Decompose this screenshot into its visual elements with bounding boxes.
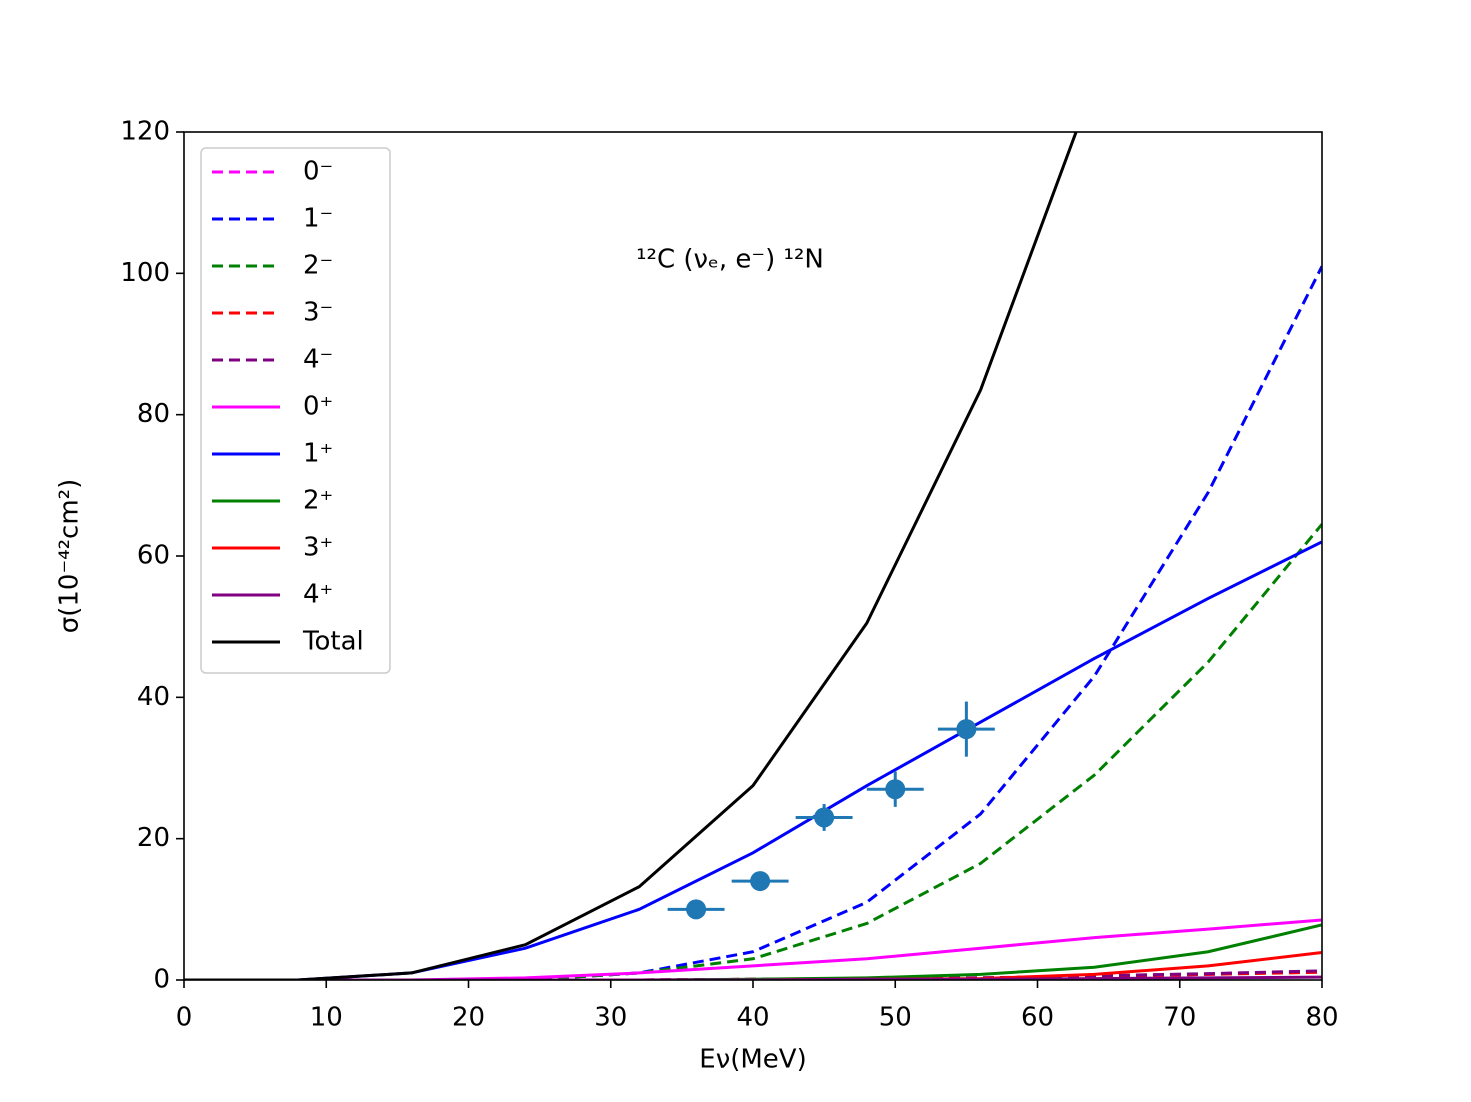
x-tick-label: 40 — [736, 1003, 769, 1033]
legend-label: 4⁻ — [303, 345, 333, 375]
series-line — [184, 132, 1078, 980]
legend-label: 3⁻ — [303, 298, 333, 328]
x-axis-label: Eν(MeV) — [699, 1045, 806, 1075]
data-point — [814, 807, 835, 828]
legend-label: 3⁺ — [303, 533, 333, 563]
legend — [200, 147, 391, 674]
plot-frame — [183, 131, 1323, 981]
x-tick-label: 70 — [1163, 1003, 1196, 1033]
x-tick-label: 80 — [1305, 1003, 1338, 1033]
x-tick-label: 10 — [310, 1003, 343, 1033]
series-line — [184, 265, 1322, 980]
legend-label: 4⁺ — [303, 580, 333, 610]
x-tick-label: 0 — [176, 1003, 193, 1033]
y-tick-label: 80 — [137, 399, 170, 429]
series-line — [184, 950, 1322, 980]
data-point — [956, 719, 977, 740]
data-point — [750, 871, 771, 892]
y-tick-label: 120 — [120, 117, 170, 147]
series-line — [184, 523, 1322, 980]
x-tick-label: 60 — [1021, 1003, 1054, 1033]
series-line — [184, 975, 1322, 980]
legend-label: Total — [302, 627, 364, 657]
legend-label: 1⁺ — [303, 439, 333, 469]
x-tick-label: 30 — [594, 1003, 627, 1033]
y-tick-label: 0 — [153, 965, 170, 995]
plot-area — [184, 132, 1322, 980]
series-line — [184, 918, 1322, 980]
y-tick-label: 100 — [120, 258, 170, 288]
legend-label: 2⁺ — [303, 486, 333, 516]
annotation: ¹²C (νₑ, e⁻) ¹²N — [636, 245, 824, 275]
y-tick-label: 40 — [137, 682, 170, 712]
y-axis-label: σ(10⁻⁴²cm²) — [55, 479, 85, 633]
x-tick-label: 20 — [452, 1003, 485, 1033]
y-tick-label: 60 — [137, 541, 170, 571]
data-point — [885, 779, 906, 800]
legend-label: 2⁻ — [303, 251, 333, 281]
x-tick-label: 50 — [879, 1003, 912, 1033]
legend-label: 1⁻ — [303, 204, 333, 234]
data-point — [686, 899, 707, 920]
y-tick-label: 20 — [137, 823, 170, 853]
legend-label: 0⁺ — [303, 392, 333, 422]
legend-label: 0⁻ — [303, 157, 333, 187]
